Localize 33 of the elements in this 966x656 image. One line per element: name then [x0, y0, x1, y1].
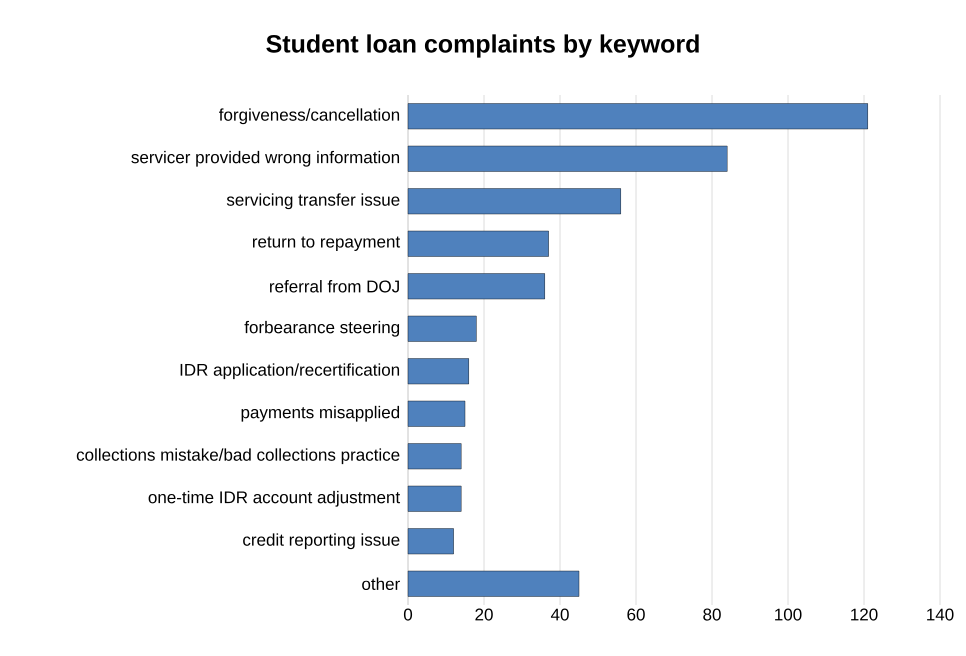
y-tick-label: servicing transfer issue	[226, 193, 400, 210]
x-tick-label: 120	[851, 608, 878, 621]
x-tick-label: 140	[927, 608, 954, 621]
y-tick-label: forgiveness/cancellation	[218, 108, 400, 124]
bar	[408, 358, 470, 384]
y-tick-label: IDR application/recertification	[180, 363, 400, 380]
bar	[408, 486, 462, 512]
y-tick-label: one-time IDR account adjustment	[148, 490, 400, 507]
bar	[408, 273, 545, 300]
x-tick-label: 20	[475, 608, 493, 621]
bar	[408, 230, 549, 257]
bar	[408, 443, 462, 470]
x-tick-label: 0	[404, 608, 412, 621]
bar	[408, 146, 728, 172]
y-tick-label: credit reporting issue	[243, 533, 400, 550]
chart-title: Student loan complaints by keyword	[266, 34, 699, 58]
x-tick-label: 80	[703, 608, 721, 621]
y-tick-label: referral from DOJ	[270, 280, 399, 292]
x-tick-label: 40	[550, 608, 569, 621]
y-tick-label: payments misapplied	[242, 406, 400, 422]
y-tick-label: forbearance steering	[244, 320, 400, 337]
y-tick-label: return to repayment	[252, 236, 400, 252]
y-tick-label: other	[362, 578, 400, 590]
y-tick-label: collections mistake/bad collections practice	[76, 448, 400, 464]
bar	[408, 400, 466, 427]
x-tick-label: 60	[627, 608, 645, 621]
y-tick-label: servicer provided wrong information	[131, 150, 400, 167]
x-tick-label: 100	[775, 608, 802, 621]
bar	[408, 316, 477, 342]
bar	[408, 570, 580, 597]
bar	[408, 103, 868, 130]
bar	[408, 528, 454, 554]
bar	[408, 188, 622, 214]
